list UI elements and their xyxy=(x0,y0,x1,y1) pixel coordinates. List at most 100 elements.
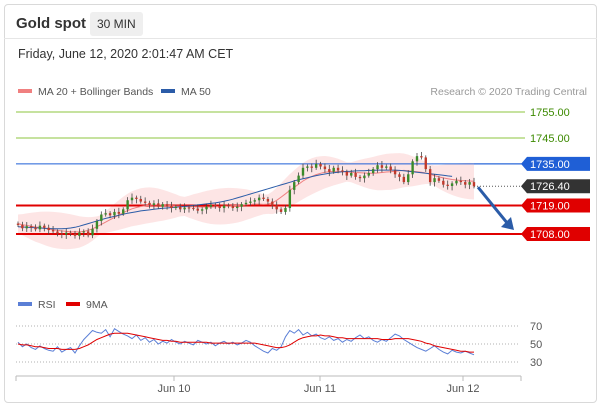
candle-body xyxy=(21,224,24,229)
candle-body xyxy=(60,233,64,235)
candle-body xyxy=(100,214,103,222)
candle-body xyxy=(428,169,432,183)
level-text-1719.00: 1719.00 xyxy=(530,200,570,212)
candle-body xyxy=(113,211,116,216)
rsi-tick-70: 70 xyxy=(530,321,542,333)
chart-card xyxy=(4,4,597,403)
level-text-1726.40: 1726.40 xyxy=(530,181,570,193)
candle-body xyxy=(363,175,366,179)
candle-body xyxy=(135,197,138,199)
candle-body xyxy=(450,183,454,186)
candle-body xyxy=(38,225,42,230)
candle-body xyxy=(43,225,46,228)
ma9-legend-swatch xyxy=(66,302,80,306)
rsi-tick-30: 30 xyxy=(530,357,542,369)
report-datetime: Friday, June 12, 2020 2:01:47 AM CET xyxy=(18,47,234,61)
candle-body xyxy=(165,204,169,206)
candle-body xyxy=(358,176,362,179)
candle-body xyxy=(227,205,230,207)
candle-body xyxy=(104,213,107,215)
rsi-series-9MA xyxy=(17,332,474,353)
candle-body xyxy=(350,173,353,176)
candle-body xyxy=(345,171,349,176)
candle-body xyxy=(34,227,37,230)
ma50-line xyxy=(17,169,453,230)
candle-body xyxy=(174,206,178,209)
candle-body xyxy=(183,207,186,210)
candle-body xyxy=(170,205,173,209)
candle-body xyxy=(442,180,445,185)
candle-body xyxy=(47,227,50,231)
candle-body xyxy=(354,173,357,177)
candle-body xyxy=(402,176,406,183)
x-axis: Jun 10 Jun 11 Jun 12 xyxy=(15,375,522,395)
candle-body xyxy=(293,182,296,190)
rsi-legend-label: RSI xyxy=(38,299,56,311)
candle-body xyxy=(205,206,208,210)
ma20-legend-label: MA 20 + Bollinger Bands xyxy=(38,86,153,98)
candle-body xyxy=(25,226,28,229)
candle-body xyxy=(284,208,287,212)
candle-body xyxy=(161,204,164,207)
candle-body xyxy=(179,206,182,210)
candle-body xyxy=(200,209,204,211)
level-tag-1735.00 xyxy=(521,156,590,171)
candle-body xyxy=(257,197,261,201)
candle-body xyxy=(459,180,463,183)
candle-body xyxy=(108,213,112,216)
x-tick-label-2: Jun 12 xyxy=(446,383,479,395)
candle-body xyxy=(214,204,217,206)
candle-body xyxy=(385,166,388,168)
instrument-title: Gold spot xyxy=(16,15,86,32)
candle-body xyxy=(231,206,235,209)
candle-body xyxy=(424,157,427,170)
level-tag-1726.40 xyxy=(521,179,590,194)
price-legend: MA 20 + Bollinger Bands MA 50 Research ©… xyxy=(18,86,587,98)
candle-body xyxy=(218,205,221,209)
candle-body xyxy=(420,156,423,158)
forecast-arrow-head xyxy=(501,217,514,230)
candle-body xyxy=(332,167,335,172)
candle-body xyxy=(157,203,160,207)
candle-body xyxy=(73,234,77,236)
x-tick-label-0: Jun 10 xyxy=(157,383,190,395)
candle-body xyxy=(152,203,156,205)
research-credit: Research © 2020 Trading Central xyxy=(430,86,587,98)
candle-body xyxy=(262,197,265,199)
candle-body xyxy=(253,200,256,202)
candle-body xyxy=(407,174,410,183)
candle-body xyxy=(297,175,300,183)
candle-body xyxy=(306,166,309,168)
candle-body xyxy=(468,182,471,185)
price-level-labels: 1755.00 1745.00 1735.00 1726.40 1719.00 1708.… xyxy=(521,107,590,241)
candle-body xyxy=(455,180,458,184)
candle-body xyxy=(117,211,121,214)
candle-body xyxy=(371,169,375,173)
candle-body xyxy=(187,207,191,209)
candle-body xyxy=(393,170,397,175)
candle-body xyxy=(380,165,384,168)
candle-body xyxy=(249,201,252,203)
candle-body xyxy=(148,202,151,205)
rsi-tick-50: 50 xyxy=(530,339,542,351)
candle-body xyxy=(288,189,292,209)
candle-body xyxy=(437,178,441,181)
candle-body xyxy=(275,205,278,210)
candle-body xyxy=(192,208,195,210)
candle-body xyxy=(95,221,99,229)
candle-body xyxy=(16,223,20,225)
candle-body xyxy=(266,198,270,202)
candle-body xyxy=(433,178,436,183)
ma9-legend-label: 9MA xyxy=(86,299,108,311)
timeframe-badge[interactable]: 30 MIN xyxy=(90,12,143,36)
candle-body xyxy=(411,161,414,175)
level-tag-1719.00 xyxy=(521,198,590,213)
candle-body xyxy=(472,182,476,187)
candle-body xyxy=(323,166,327,170)
level-text-1745.00: 1745.00 xyxy=(530,133,570,145)
header-divider xyxy=(4,38,597,39)
candle-body xyxy=(314,163,318,168)
candle-body xyxy=(143,201,147,203)
ma20-legend-swatch xyxy=(18,89,32,93)
candle-body xyxy=(29,226,33,228)
